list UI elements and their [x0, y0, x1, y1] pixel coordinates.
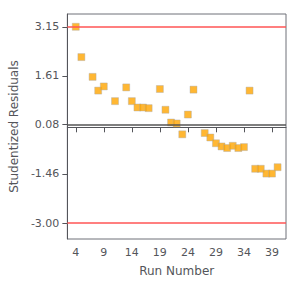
svg-text:14: 14 [125, 246, 139, 259]
svg-text:1.61: 1.61 [35, 69, 60, 82]
svg-text:Studentized Residuals: Studentized Residuals [7, 60, 21, 193]
svg-text:-1.46: -1.46 [31, 167, 59, 180]
svg-text:19: 19 [153, 246, 167, 259]
svg-text:0.08: 0.08 [35, 118, 60, 131]
svg-text:3.15: 3.15 [35, 20, 60, 33]
svg-text:Run Number: Run Number [139, 264, 214, 278]
svg-text:24: 24 [181, 246, 195, 259]
svg-text:39: 39 [265, 246, 279, 259]
svg-text:4: 4 [72, 246, 79, 259]
svg-text:34: 34 [237, 246, 251, 259]
svg-text:29: 29 [209, 246, 223, 259]
svg-text:-3.00: -3.00 [31, 217, 59, 230]
svg-text:9: 9 [100, 246, 107, 259]
